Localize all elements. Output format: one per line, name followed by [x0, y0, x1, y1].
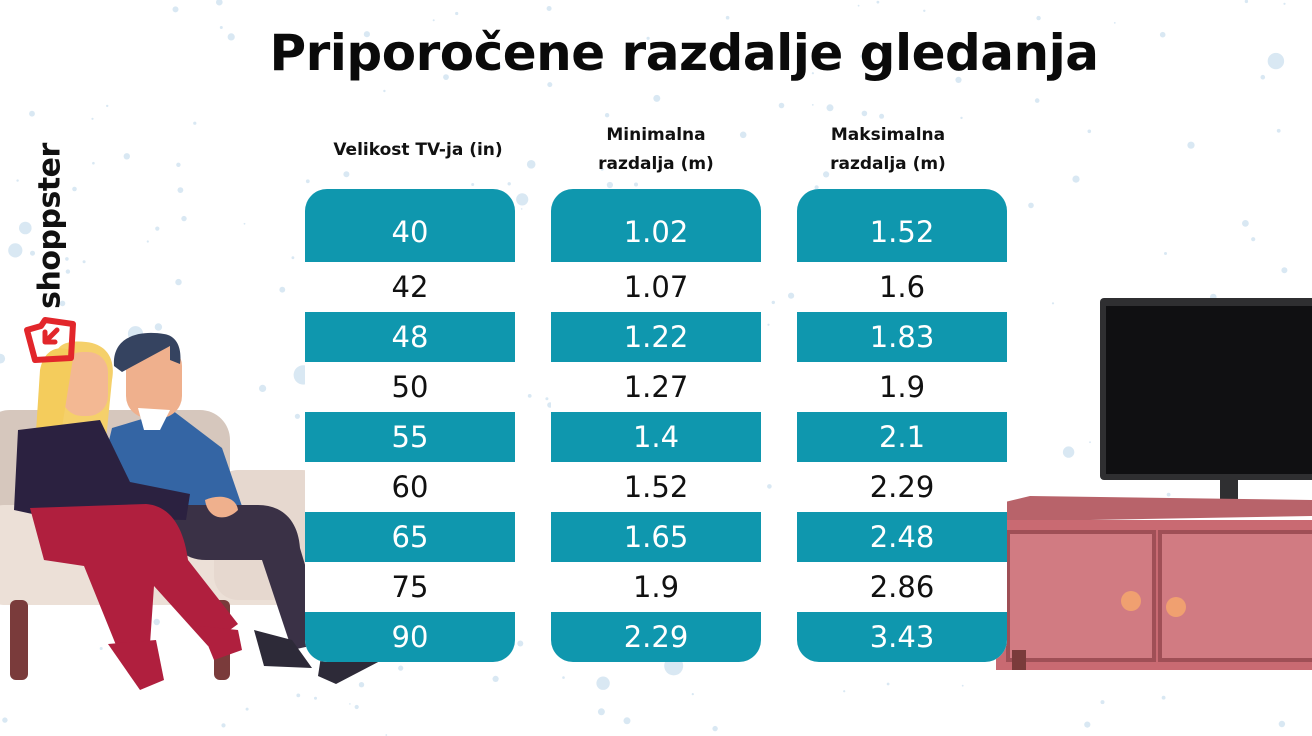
min-distance-cell: 1.02	[551, 189, 761, 262]
min-distance-cell: 1.27	[623, 370, 689, 404]
logo-mark-icon	[24, 317, 76, 363]
man-illustration	[102, 332, 382, 684]
column-min-distance: 1.02 1.07 1.22 1.27 1.4 1.52 1.65 1.9 2.29	[551, 189, 761, 662]
tv-size-cell: 42	[391, 270, 429, 304]
min-distance-cell: 1.65	[551, 512, 761, 562]
tv-size-cell: 60	[391, 470, 429, 504]
max-distance-cell: 1.52	[797, 189, 1007, 262]
max-distance-cell: 1.9	[878, 370, 926, 404]
tv-size-cell: 40	[305, 189, 515, 262]
max-distance-cell: 2.48	[797, 512, 1007, 562]
max-distance-cell: 1.6	[878, 270, 926, 304]
tv-illustration	[1100, 298, 1312, 514]
column-header-min-distance: Minimalna razdalja (m)	[598, 125, 714, 174]
max-distance-cell: 1.83	[797, 312, 1007, 362]
column-header-tv-size: Velikost TV-ja (in)	[333, 139, 503, 160]
max-distance-cell: 3.43	[797, 612, 1007, 662]
max-distance-cell: 2.29	[869, 470, 935, 504]
woman-illustration	[14, 341, 242, 690]
tv-size-cell: 48	[305, 312, 515, 362]
min-distance-cell: 1.07	[623, 270, 689, 304]
min-distance-cell: 1.22	[551, 312, 761, 362]
max-distance-cell: 2.1	[797, 412, 1007, 462]
column-max-distance: 1.52 1.6 1.83 1.9 2.1 2.29 2.48 2.86 3.43	[797, 189, 1007, 662]
tv-cabinet-illustration	[980, 496, 1312, 670]
tv-size-cell: 90	[305, 612, 515, 662]
tv-size-cell: 65	[305, 512, 515, 562]
page-title: Priporočene razdalje gledanja	[269, 24, 1099, 82]
min-distance-cell: 2.29	[551, 612, 761, 662]
shoppster-logo: shoppster	[10, 74, 76, 363]
min-distance-cell: 1.52	[623, 470, 689, 504]
max-distance-cell: 2.86	[869, 570, 935, 604]
tv-size-cell: 55	[305, 412, 515, 462]
column-header-max-distance: Maksimalna razdalja (m)	[830, 125, 946, 174]
tv-size-cell: 75	[391, 570, 429, 604]
min-distance-cell: 1.9	[632, 570, 680, 604]
min-distance-cell: 1.4	[551, 412, 761, 462]
tv-size-cell: 50	[391, 370, 429, 404]
column-tv-size: 40 42 48 50 55 60 65 75 90	[305, 189, 515, 662]
logo-text: shoppster	[32, 143, 68, 309]
